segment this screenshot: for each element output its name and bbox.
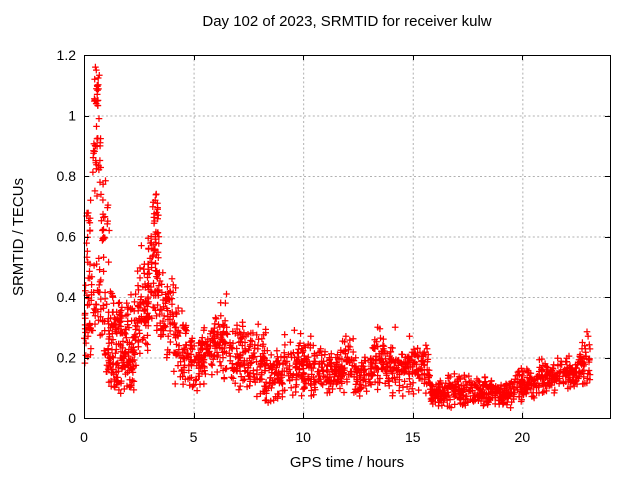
axis-ticks: [84, 55, 610, 419]
y-tick-label: 1.2: [57, 47, 77, 63]
y-axis-label: SRMTID / TECUs: [10, 177, 27, 297]
y-tick-label: 0: [68, 410, 76, 426]
chart-title: Day 102 of 2023, SRMTID for receiver kul…: [202, 13, 492, 30]
x-tick-label: 20: [515, 429, 531, 445]
y-tick-label: 0.6: [57, 229, 77, 245]
y-tick-label: 0.8: [57, 168, 77, 184]
gridlines: [84, 55, 610, 418]
x-tick-label: 5: [190, 429, 198, 445]
x-tick-label: 15: [405, 429, 421, 445]
x-tick-label: 0: [80, 429, 88, 445]
y-tick-label: 1: [68, 108, 76, 124]
x-tick-label: 10: [295, 429, 311, 445]
y-tick-label: 0.4: [57, 289, 77, 305]
x-axis-label: GPS time / hours: [289, 454, 405, 471]
y-tick-label: 0.2: [57, 350, 77, 366]
scatter-points: [81, 63, 594, 411]
